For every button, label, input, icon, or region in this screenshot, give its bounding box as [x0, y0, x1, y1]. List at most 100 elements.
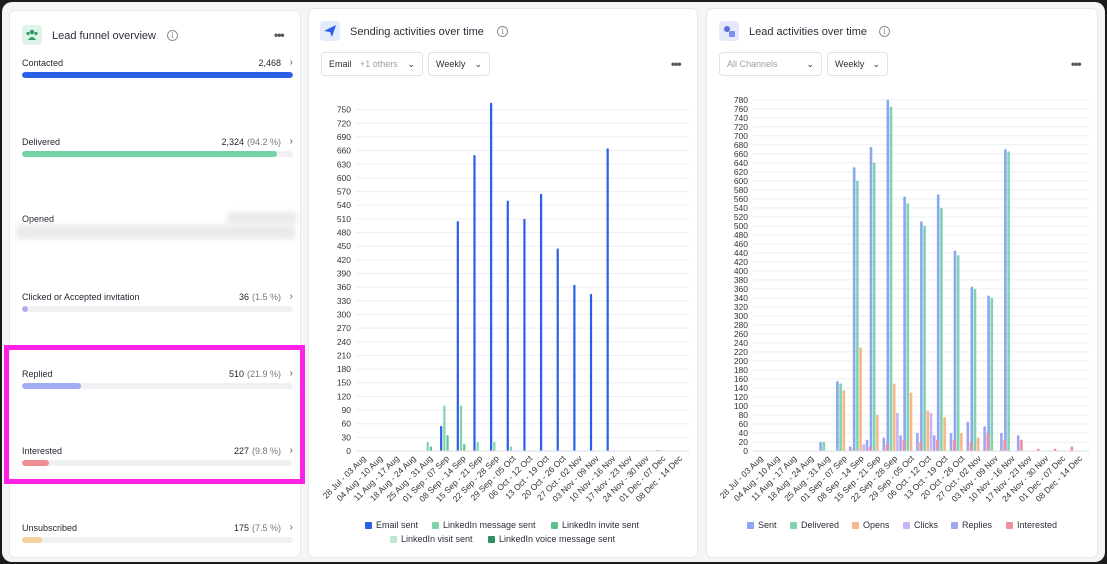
bar-sent — [903, 196, 906, 451]
funnel-row-unsubscribed[interactable]: Unsubscribed 175 (7.5 %) › — [22, 522, 293, 547]
legend-item[interactable]: LinkedIn visit sent — [390, 534, 473, 544]
activity-icon — [719, 21, 739, 41]
channel-dropdown[interactable]: Email +1 others ⌄ — [321, 52, 423, 76]
y-tick-label: 270 — [337, 323, 351, 333]
bar-replies — [932, 435, 936, 451]
funnel-row-replied[interactable]: Replied 510 (21.9 %) › — [22, 368, 293, 393]
y-tick-label: 480 — [734, 230, 748, 240]
y-tick-label: 620 — [734, 167, 748, 177]
y-tick-label: 240 — [337, 337, 351, 347]
progress-bar-fill — [22, 537, 43, 543]
bar-email-sent — [473, 155, 476, 451]
info-icon[interactable]: i — [497, 26, 508, 37]
y-tick-label: 80 — [739, 410, 749, 420]
bar-email-sent — [440, 425, 443, 451]
chevron-right-icon[interactable]: › — [289, 445, 293, 456]
bar-interested — [969, 441, 973, 451]
bar-delivered — [872, 162, 876, 451]
bar-email-sent — [539, 193, 543, 451]
funnel-row-value: 2,324 (94.2 %) — [221, 137, 281, 147]
period-dropdown[interactable]: Weekly ⌄ — [827, 52, 888, 76]
legend-item[interactable]: LinkedIn invite sent — [551, 520, 639, 530]
funnel-count: 510 — [228, 369, 244, 379]
bar-email-sent — [606, 148, 609, 452]
chevron-right-icon[interactable]: › — [289, 291, 293, 302]
progress-bar — [22, 151, 293, 157]
highlight-box — [4, 345, 305, 484]
chevron-right-icon[interactable]: › — [289, 57, 293, 68]
bar-sent — [852, 167, 856, 451]
bar-linkedin-invite-sent — [446, 435, 449, 451]
legend-item[interactable]: Sent — [747, 520, 777, 530]
info-icon[interactable]: i — [167, 30, 178, 41]
panel-title: Lead activities over time — [749, 26, 867, 38]
more-options-icon[interactable]: ••• — [1071, 57, 1082, 71]
y-tick-label: 100 — [734, 401, 748, 411]
y-tick-label: 690 — [337, 132, 351, 142]
funnel-row-opened[interactable]: Opened — [16, 212, 297, 239]
bar-opens — [842, 390, 846, 451]
progress-bar — [22, 537, 293, 543]
bar-opens — [976, 437, 980, 451]
bar-clicks — [929, 412, 933, 451]
legend-label: Sent — [758, 520, 777, 530]
legend-item[interactable]: Interested — [1006, 520, 1057, 530]
progress-bar — [22, 306, 293, 312]
y-tick-label: 200 — [734, 356, 748, 366]
bar-email-sent — [523, 218, 526, 451]
sending-activities-panel: Sending activities over time i ••• Email… — [308, 8, 698, 558]
more-options-icon[interactable]: ••• — [671, 57, 682, 71]
bar-clicks — [862, 444, 866, 451]
channel-dropdown[interactable]: All Channels ⌄ — [719, 52, 822, 76]
legend-item[interactable]: Replies — [951, 520, 992, 530]
progress-bar — [22, 72, 293, 78]
bar-sent — [886, 99, 890, 452]
funnel-row-delivered[interactable]: Delivered 2,324 (94.2 %) › — [22, 136, 293, 161]
bar-replies — [949, 432, 953, 451]
bar-interested — [902, 439, 906, 451]
bar-sent — [970, 286, 974, 451]
bar-delivered — [923, 225, 926, 451]
y-tick-label: 640 — [734, 158, 748, 168]
funnel-percentage: (94.2 %) — [246, 137, 281, 147]
y-tick-label: 570 — [337, 187, 351, 197]
progress-bar-fill — [22, 306, 28, 312]
y-tick-label: 260 — [734, 329, 748, 339]
more-options-icon[interactable]: ••• — [274, 28, 285, 42]
chevron-down-icon: ⌄ — [474, 59, 482, 69]
legend-swatch — [1006, 522, 1013, 529]
chevron-right-icon[interactable]: › — [289, 522, 293, 533]
legend-item[interactable]: LinkedIn voice message sent — [488, 534, 615, 544]
legend-label: LinkedIn invite sent — [562, 520, 640, 530]
y-tick-label: 720 — [337, 118, 351, 128]
funnel-count: 227 — [233, 446, 249, 456]
funnel-row-contacted[interactable]: Contacted 2,468 › — [22, 57, 293, 82]
legend-item[interactable]: Email sent — [365, 520, 418, 530]
y-tick-label: 240 — [734, 338, 748, 348]
funnel-row-interested[interactable]: Interested 227 (9.8 %) › — [22, 445, 293, 470]
y-tick-label: 180 — [337, 364, 351, 374]
bar-email-sent — [456, 221, 459, 451]
bar-interested — [952, 439, 956, 451]
y-tick-label: 760 — [734, 104, 748, 114]
funnel-row-clicked-or-accepted-invitation[interactable]: Clicked or Accepted invitation 36 (1.5 %) › — [22, 291, 293, 316]
bar-linkedin-message-sent — [493, 441, 496, 451]
legend-item[interactable]: LinkedIn message sent — [432, 520, 536, 530]
chevron-right-icon[interactable]: › — [289, 368, 293, 379]
chevron-down-icon: ⌄ — [407, 59, 415, 69]
y-tick-label: 40 — [739, 428, 749, 438]
legend-item[interactable]: Clicks — [903, 520, 938, 530]
bar-delivered — [856, 180, 859, 451]
bar-linkedin-message-sent — [426, 441, 429, 451]
period-dropdown[interactable]: Weekly ⌄ — [428, 52, 490, 76]
info-icon[interactable]: i — [879, 26, 890, 37]
bar-replies — [1016, 435, 1020, 451]
y-tick-label: 560 — [734, 194, 748, 204]
chevron-right-icon[interactable]: › — [289, 136, 293, 147]
legend-item[interactable]: Opens — [852, 520, 890, 530]
y-tick-label: 280 — [734, 320, 748, 330]
y-tick-label: 740 — [734, 113, 748, 123]
legend-item[interactable]: Delivered — [790, 520, 839, 530]
bar-delivered — [839, 383, 842, 451]
progress-bar-fill — [22, 72, 293, 78]
